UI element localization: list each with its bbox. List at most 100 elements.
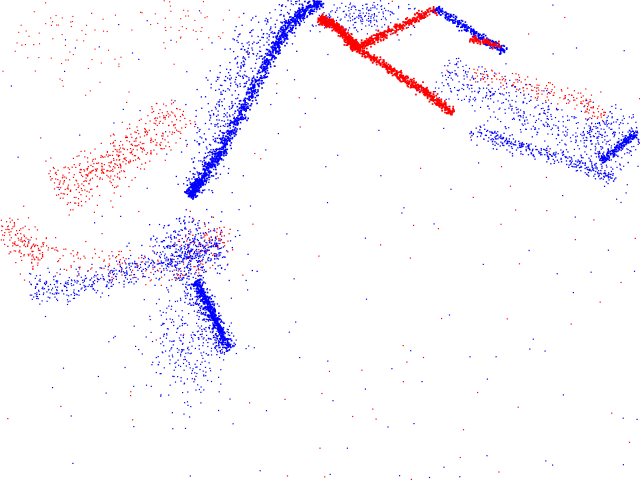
sleeve-tip-cluster-event xyxy=(589,159,591,161)
lower-cluster-event xyxy=(200,391,202,393)
left-red-band-event xyxy=(90,164,92,166)
arm-edge-scatter xyxy=(243,82,246,85)
upper-left-red-event xyxy=(39,43,41,45)
forearm-band-event xyxy=(187,243,189,245)
left-red-band-event xyxy=(113,158,115,160)
sleeve-lower-blue-event xyxy=(574,166,576,168)
noise-event xyxy=(17,156,19,158)
arm-edge-scatter xyxy=(191,158,193,160)
forearm-band-red-event xyxy=(157,260,159,262)
forearm-band-event xyxy=(67,283,69,285)
sleeve-blue-scatter xyxy=(524,120,526,122)
left-red-band-event xyxy=(142,147,145,149)
left-red-band-event xyxy=(179,120,181,122)
lower-cluster-event xyxy=(166,334,168,336)
sleeve-blue-scatter xyxy=(441,91,443,93)
hand-cluster-red-event xyxy=(216,244,219,246)
left-red-band-event xyxy=(110,170,112,172)
left-red-band-event xyxy=(162,135,164,137)
sleeve-red-scatter xyxy=(576,97,578,99)
left-red-band-event xyxy=(95,170,97,172)
left-edge-red-event xyxy=(24,240,26,243)
hand-cluster-event xyxy=(186,238,189,240)
left-edge-red-event xyxy=(32,256,35,258)
forearm-band-event xyxy=(148,264,150,266)
lower-cluster-event xyxy=(192,338,194,340)
sleeve-blue-scatter xyxy=(488,89,490,91)
sleeve-red-scatter xyxy=(604,111,606,114)
sleeve-red-scatter xyxy=(589,117,591,119)
sleeve-red-scatter xyxy=(585,110,587,112)
sleeve-red-scatter xyxy=(600,114,602,116)
forearm-band-red-event xyxy=(178,239,180,241)
lower-cluster-event xyxy=(190,334,192,336)
lower-edge-scatter xyxy=(212,343,214,345)
hand-cluster-event xyxy=(173,274,175,276)
sleeve-red-scatter xyxy=(598,105,600,107)
left-red-band-event xyxy=(156,133,158,136)
forearm-band-event xyxy=(179,262,181,264)
arm-edge-scatter xyxy=(227,72,230,74)
left-red-band-event xyxy=(174,116,176,118)
left-red-band-event xyxy=(133,155,135,157)
left-red-band-event xyxy=(106,151,108,153)
sleeve-blue-scatter xyxy=(519,88,521,90)
arm-edge-scatter xyxy=(266,33,268,35)
arm-edge-scatter xyxy=(188,177,190,180)
left-red-band-event xyxy=(62,174,64,176)
sleeve-lower-blue-event xyxy=(491,131,493,133)
forearm-band-event xyxy=(96,281,99,283)
left-edge-red-event xyxy=(10,237,12,239)
left-red-band-event xyxy=(135,138,137,140)
left-red-band-event xyxy=(89,178,92,180)
arm-edge-scatter xyxy=(243,65,245,67)
sleeve-blue-scatter xyxy=(506,86,508,88)
cuff-blue-cluster-event xyxy=(361,28,363,31)
arm-edge-event xyxy=(224,138,226,141)
sleeve-tip-cluster-event xyxy=(603,151,605,153)
noise-event xyxy=(270,103,272,106)
arm-edge-event xyxy=(297,21,300,23)
upper-left-red-event xyxy=(102,18,104,20)
sleeve-tip-cluster-event xyxy=(603,128,605,130)
forearm-band-event xyxy=(36,283,38,285)
cuff-blue-cluster-event xyxy=(384,17,386,19)
forearm-band-event xyxy=(197,269,199,271)
sleeve-lower-blue-event xyxy=(608,176,610,178)
left-red-band-event xyxy=(120,167,122,169)
sleeve-blue-scatter xyxy=(614,133,616,135)
left-red-band-event xyxy=(112,133,114,135)
upper-red-event xyxy=(164,17,166,19)
left-edge-red-event xyxy=(9,217,11,219)
hand-cluster-event xyxy=(202,232,204,234)
arm-edge-scatter xyxy=(268,39,270,41)
sleeve-blue-scatter xyxy=(480,78,482,80)
forearm-band-event xyxy=(73,284,75,286)
arm-edge-scatter xyxy=(204,96,207,98)
sleeve-lower-blue-event xyxy=(489,131,491,133)
hand-cluster-event xyxy=(165,237,167,239)
arm-edge-event xyxy=(276,35,279,38)
left-red-band-event xyxy=(150,150,152,152)
arm-edge-event xyxy=(265,72,268,74)
arm-edge-scatter xyxy=(239,83,241,85)
forearm-band-event xyxy=(215,236,217,238)
lower-cluster-event xyxy=(207,345,209,348)
lower-cluster-event xyxy=(180,355,182,357)
hand-cluster-red-event xyxy=(205,250,207,252)
forearm-band-event xyxy=(66,289,68,292)
left-red-band-event xyxy=(48,173,50,175)
left-red-band-event xyxy=(78,205,80,207)
noise-event xyxy=(545,176,547,178)
arm-edge-event xyxy=(198,191,201,193)
forearm-band-red-event xyxy=(188,257,190,259)
arm-edge-scatter xyxy=(285,5,287,8)
lower-cluster-event xyxy=(174,381,177,383)
hand-cluster-event xyxy=(170,245,172,247)
arm-edge-scatter xyxy=(297,9,299,12)
lower-edge-scatter xyxy=(216,330,218,333)
lower-edge-scatter xyxy=(215,346,217,348)
sleeve-blue-scatter xyxy=(534,128,536,130)
sleeve-blue-scatter xyxy=(635,121,637,123)
sleeve-blue-scatter xyxy=(515,90,517,93)
